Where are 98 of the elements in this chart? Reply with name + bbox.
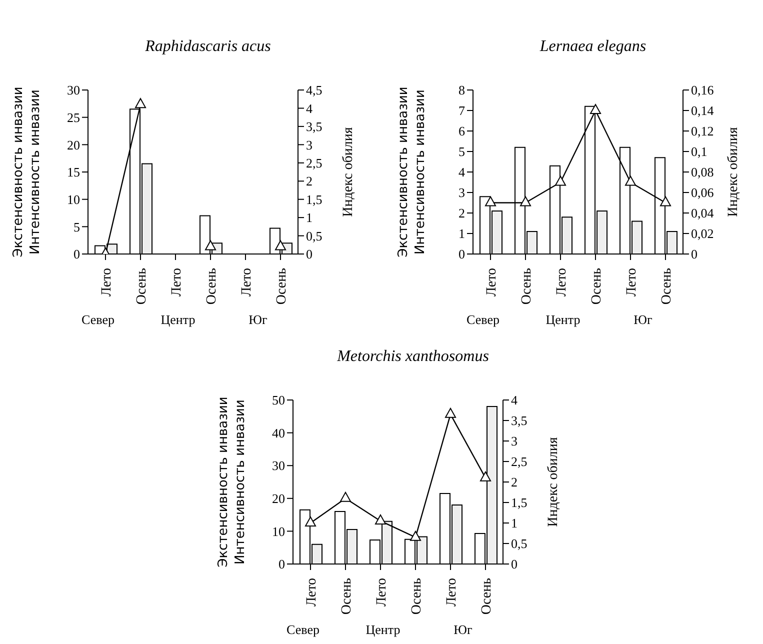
x-tick-label: Осень	[204, 268, 220, 305]
x-tick-label: Осень	[410, 578, 424, 615]
y-tick-label: 1	[458, 226, 465, 242]
y2-tick-label: 2,5	[511, 454, 528, 470]
x-tick-label: Лето	[374, 578, 390, 607]
x-tick-label: Осень	[134, 268, 150, 305]
y-tick-label: 0	[278, 556, 285, 572]
point	[625, 176, 636, 186]
text: Север	[82, 312, 114, 328]
y2-tick-label: 4	[511, 392, 518, 408]
y-tick-label: 0	[458, 246, 465, 262]
y2-tick-label: 0,16	[691, 82, 714, 98]
x-tick-label: Лето	[444, 578, 460, 607]
x-tick-label: Осень	[660, 268, 674, 305]
y2-tick-label: 2	[306, 174, 312, 189]
y-tick-label: 20	[272, 491, 285, 506]
y-axis-title: Экстенсивность инвазии Интенсивность инвазии	[216, 396, 248, 568]
y2-tick-label: 0,14	[691, 103, 714, 118]
text: Север	[466, 312, 500, 328]
y2-tick-label: 1	[306, 210, 312, 226]
y2-axis-title: Индекс обилия	[726, 126, 741, 217]
y2-tick-label: 3	[511, 434, 518, 449]
y-tick-label: 40	[272, 425, 285, 440]
text: Север	[286, 622, 320, 638]
x-tick-label: Осень	[590, 268, 604, 305]
x-tick-label: Лето	[100, 268, 114, 297]
y-axis-title: Экстенсивность инвазии Интенсивность инвазии	[396, 86, 428, 258]
y2-tick-label: 0,12	[691, 124, 714, 139]
point	[520, 196, 531, 206]
text: Юг	[454, 622, 472, 638]
y-tick-label: 5	[458, 144, 465, 160]
y2-tick-label: 3,5	[511, 413, 528, 428]
y-tick-label: 10	[272, 524, 285, 539]
chart-title: Lernaea elegans	[538, 38, 648, 57]
text: Центр	[546, 312, 580, 328]
point	[485, 196, 496, 206]
x-tick-label: Осень	[520, 268, 534, 305]
y2-tick-label: 1,5	[511, 495, 528, 510]
x-tick-label: Лето	[240, 268, 254, 297]
y2-tick-label: 0	[691, 246, 698, 262]
x-tick-label: Лето	[484, 268, 500, 297]
y2-tick-label: 2	[511, 474, 518, 490]
y-tick-label: 0	[74, 246, 80, 262]
y2-tick-label: 0	[511, 556, 518, 572]
y-tick-label: 20	[67, 137, 80, 152]
text: Юг	[248, 312, 268, 328]
point	[660, 196, 671, 206]
y2-tick-label: 0,04	[691, 206, 714, 221]
y-tick-label: 5	[74, 219, 80, 234]
chart-title: Raphidascaris acus	[144, 38, 272, 57]
y-tick-label: 4	[458, 164, 466, 180]
point	[555, 176, 566, 186]
y-tick-label: 2	[458, 206, 465, 221]
y2-tick-label: 0,08	[691, 164, 714, 180]
y2-tick-label: 0,5	[306, 228, 322, 244]
x-tick-label: Лето	[554, 268, 570, 297]
x-tick-label: Лето	[624, 268, 640, 297]
text: Центр	[160, 312, 196, 328]
y2-tick-label: 1,5	[306, 192, 322, 207]
y2-tick-label: 0	[306, 246, 312, 262]
y2-axis-title: Индекс обилия	[546, 436, 561, 527]
text: Центр	[366, 622, 400, 638]
y2-tick-label: 4	[306, 100, 313, 116]
point	[480, 471, 491, 482]
x-tick-label: Лето	[170, 268, 184, 297]
y2-tick-label: 3	[306, 137, 312, 152]
point	[590, 104, 601, 114]
point	[410, 530, 421, 541]
y2-tick-label: 3,5	[306, 119, 322, 134]
y2-tick-label: 0,5	[511, 536, 528, 552]
y2-tick-label: 2,5	[306, 156, 322, 171]
y2-tick-label: 1	[511, 516, 518, 531]
x-tick-label: Лето	[304, 578, 320, 607]
y2-axis-title: Индекс обилия	[341, 126, 356, 217]
text: Юг	[634, 312, 652, 328]
y2-tick-label: 0,02	[691, 226, 714, 242]
y-tick-label: 50	[272, 392, 285, 408]
y-tick-label: 30	[272, 458, 285, 474]
y-tick-label: 10	[67, 192, 80, 207]
y2-tick-label: 0,06	[691, 185, 714, 200]
x-tick-label: Осень	[274, 268, 290, 305]
y-axis-title: Экстенсивность инвазии Интенсивность инвазии	[11, 86, 43, 258]
y2-tick-label: 4,5	[306, 82, 322, 98]
y-tick-label: 7	[458, 103, 466, 118]
chart-title: Metorchis xanthosomus	[336, 348, 490, 367]
y-tick-label: 3	[458, 185, 465, 200]
x-tick-label: Осень	[340, 578, 354, 615]
point	[445, 408, 456, 418]
x-tick-label: Осень	[480, 578, 494, 615]
y-tick-label: 6	[458, 124, 466, 139]
point	[340, 492, 351, 502]
y-tick-label: 15	[67, 164, 80, 180]
point	[305, 516, 316, 526]
y-tick-label: 8	[458, 82, 465, 98]
y-tick-label: 25	[67, 110, 80, 125]
y2-tick-label: 0,1	[691, 144, 708, 160]
point	[375, 514, 386, 524]
y-tick-label: 30	[67, 82, 80, 98]
